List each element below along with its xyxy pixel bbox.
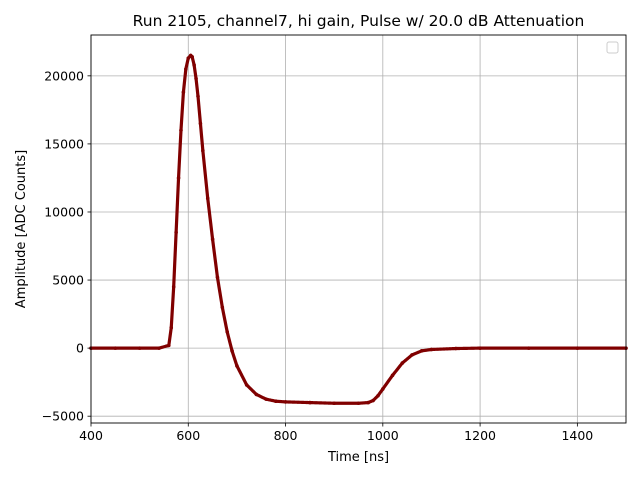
y-tick-label: 5000 <box>52 273 84 288</box>
plot-series <box>89 53 628 406</box>
data-point <box>429 347 434 352</box>
data-point <box>410 353 414 357</box>
data-point <box>201 148 205 153</box>
data-point <box>192 63 196 67</box>
data-point <box>400 361 405 365</box>
x-tick-label: 600 <box>176 428 200 443</box>
data-point <box>179 128 183 133</box>
data-point <box>575 346 580 350</box>
data-point <box>205 196 210 201</box>
data-point <box>198 121 203 126</box>
data-point <box>308 400 312 405</box>
data-point <box>157 346 161 350</box>
axes-frame <box>90 34 627 424</box>
y-tick-label: 10000 <box>44 204 84 219</box>
data-point <box>194 76 198 81</box>
y-tick-label: −5000 <box>42 409 84 424</box>
x-tick-label: 400 <box>79 428 103 443</box>
data-point <box>244 383 249 387</box>
x-tick-label: 1400 <box>561 428 593 443</box>
data-point <box>419 349 424 353</box>
data-point <box>283 400 288 404</box>
data-point <box>366 400 371 405</box>
data-point <box>230 349 234 353</box>
data-point <box>453 346 458 351</box>
y-tick-label: 15000 <box>44 136 84 151</box>
data-point <box>186 56 191 60</box>
ticks: 400 600 800 1000 1200 1400 −5000 0 5000 10000 1500… <box>42 68 594 443</box>
data-point <box>254 392 259 397</box>
y-tick-label: 0 <box>76 341 84 356</box>
data-point <box>184 67 188 71</box>
data-point <box>169 325 174 330</box>
data-point <box>332 401 336 406</box>
data-point <box>181 90 186 94</box>
data-point <box>190 54 194 59</box>
data-point <box>381 387 385 391</box>
data-point <box>174 230 178 235</box>
data-point <box>225 329 229 334</box>
data-point <box>171 285 176 289</box>
data-point <box>176 176 181 180</box>
data-point <box>113 346 118 350</box>
chart-title: Run 2105, channel7, hi gain, Pulse w/ 20… <box>133 12 585 30</box>
data-point <box>167 343 171 348</box>
data-point <box>137 346 142 350</box>
data-point <box>371 398 375 403</box>
data-point <box>210 237 215 242</box>
data-point <box>264 397 268 401</box>
data-point <box>235 364 239 368</box>
data-point <box>478 346 482 350</box>
data-point <box>356 401 361 406</box>
y-axis-label: Amplitude [ADC Counts] <box>14 150 29 308</box>
legend-box <box>606 41 619 54</box>
y-tick-label: 20000 <box>44 68 84 83</box>
data-point <box>196 94 200 99</box>
data-point <box>220 305 225 310</box>
data-point <box>274 399 278 404</box>
x-tick-label: 1000 <box>367 428 399 443</box>
data-point <box>390 373 395 378</box>
data-point <box>376 393 380 398</box>
data-point <box>526 346 531 350</box>
data-point <box>215 275 220 280</box>
x-axis-label: Time [ns] <box>327 450 389 465</box>
x-tick-label: 1200 <box>464 428 496 443</box>
x-tick-label: 800 <box>274 428 298 443</box>
